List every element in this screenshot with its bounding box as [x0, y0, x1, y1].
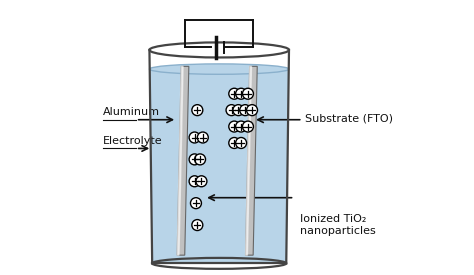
Polygon shape [149, 69, 289, 262]
Ellipse shape [149, 64, 289, 74]
Circle shape [236, 88, 246, 99]
Circle shape [243, 88, 254, 99]
Circle shape [246, 105, 257, 116]
Circle shape [240, 105, 251, 116]
Circle shape [233, 105, 244, 116]
Text: Ionized TiO₂
nanoparticles: Ionized TiO₂ nanoparticles [300, 214, 376, 236]
Circle shape [191, 198, 201, 209]
Polygon shape [177, 66, 189, 255]
Circle shape [229, 121, 240, 132]
Circle shape [229, 138, 240, 148]
Circle shape [192, 105, 203, 116]
Circle shape [196, 176, 207, 187]
Circle shape [192, 219, 203, 230]
Ellipse shape [149, 42, 289, 57]
Circle shape [189, 132, 200, 143]
Text: Aluminum: Aluminum [103, 107, 160, 117]
Circle shape [197, 132, 208, 143]
Circle shape [189, 154, 200, 165]
Circle shape [195, 154, 206, 165]
Circle shape [189, 176, 200, 187]
Circle shape [236, 121, 246, 132]
Text: Electrolyte: Electrolyte [103, 136, 163, 146]
Text: Substrate (FTO): Substrate (FTO) [305, 113, 393, 123]
Polygon shape [177, 66, 183, 255]
Circle shape [229, 88, 240, 99]
Circle shape [236, 138, 246, 148]
Circle shape [243, 121, 254, 132]
Circle shape [226, 105, 237, 116]
Polygon shape [246, 66, 252, 255]
Polygon shape [246, 66, 257, 255]
